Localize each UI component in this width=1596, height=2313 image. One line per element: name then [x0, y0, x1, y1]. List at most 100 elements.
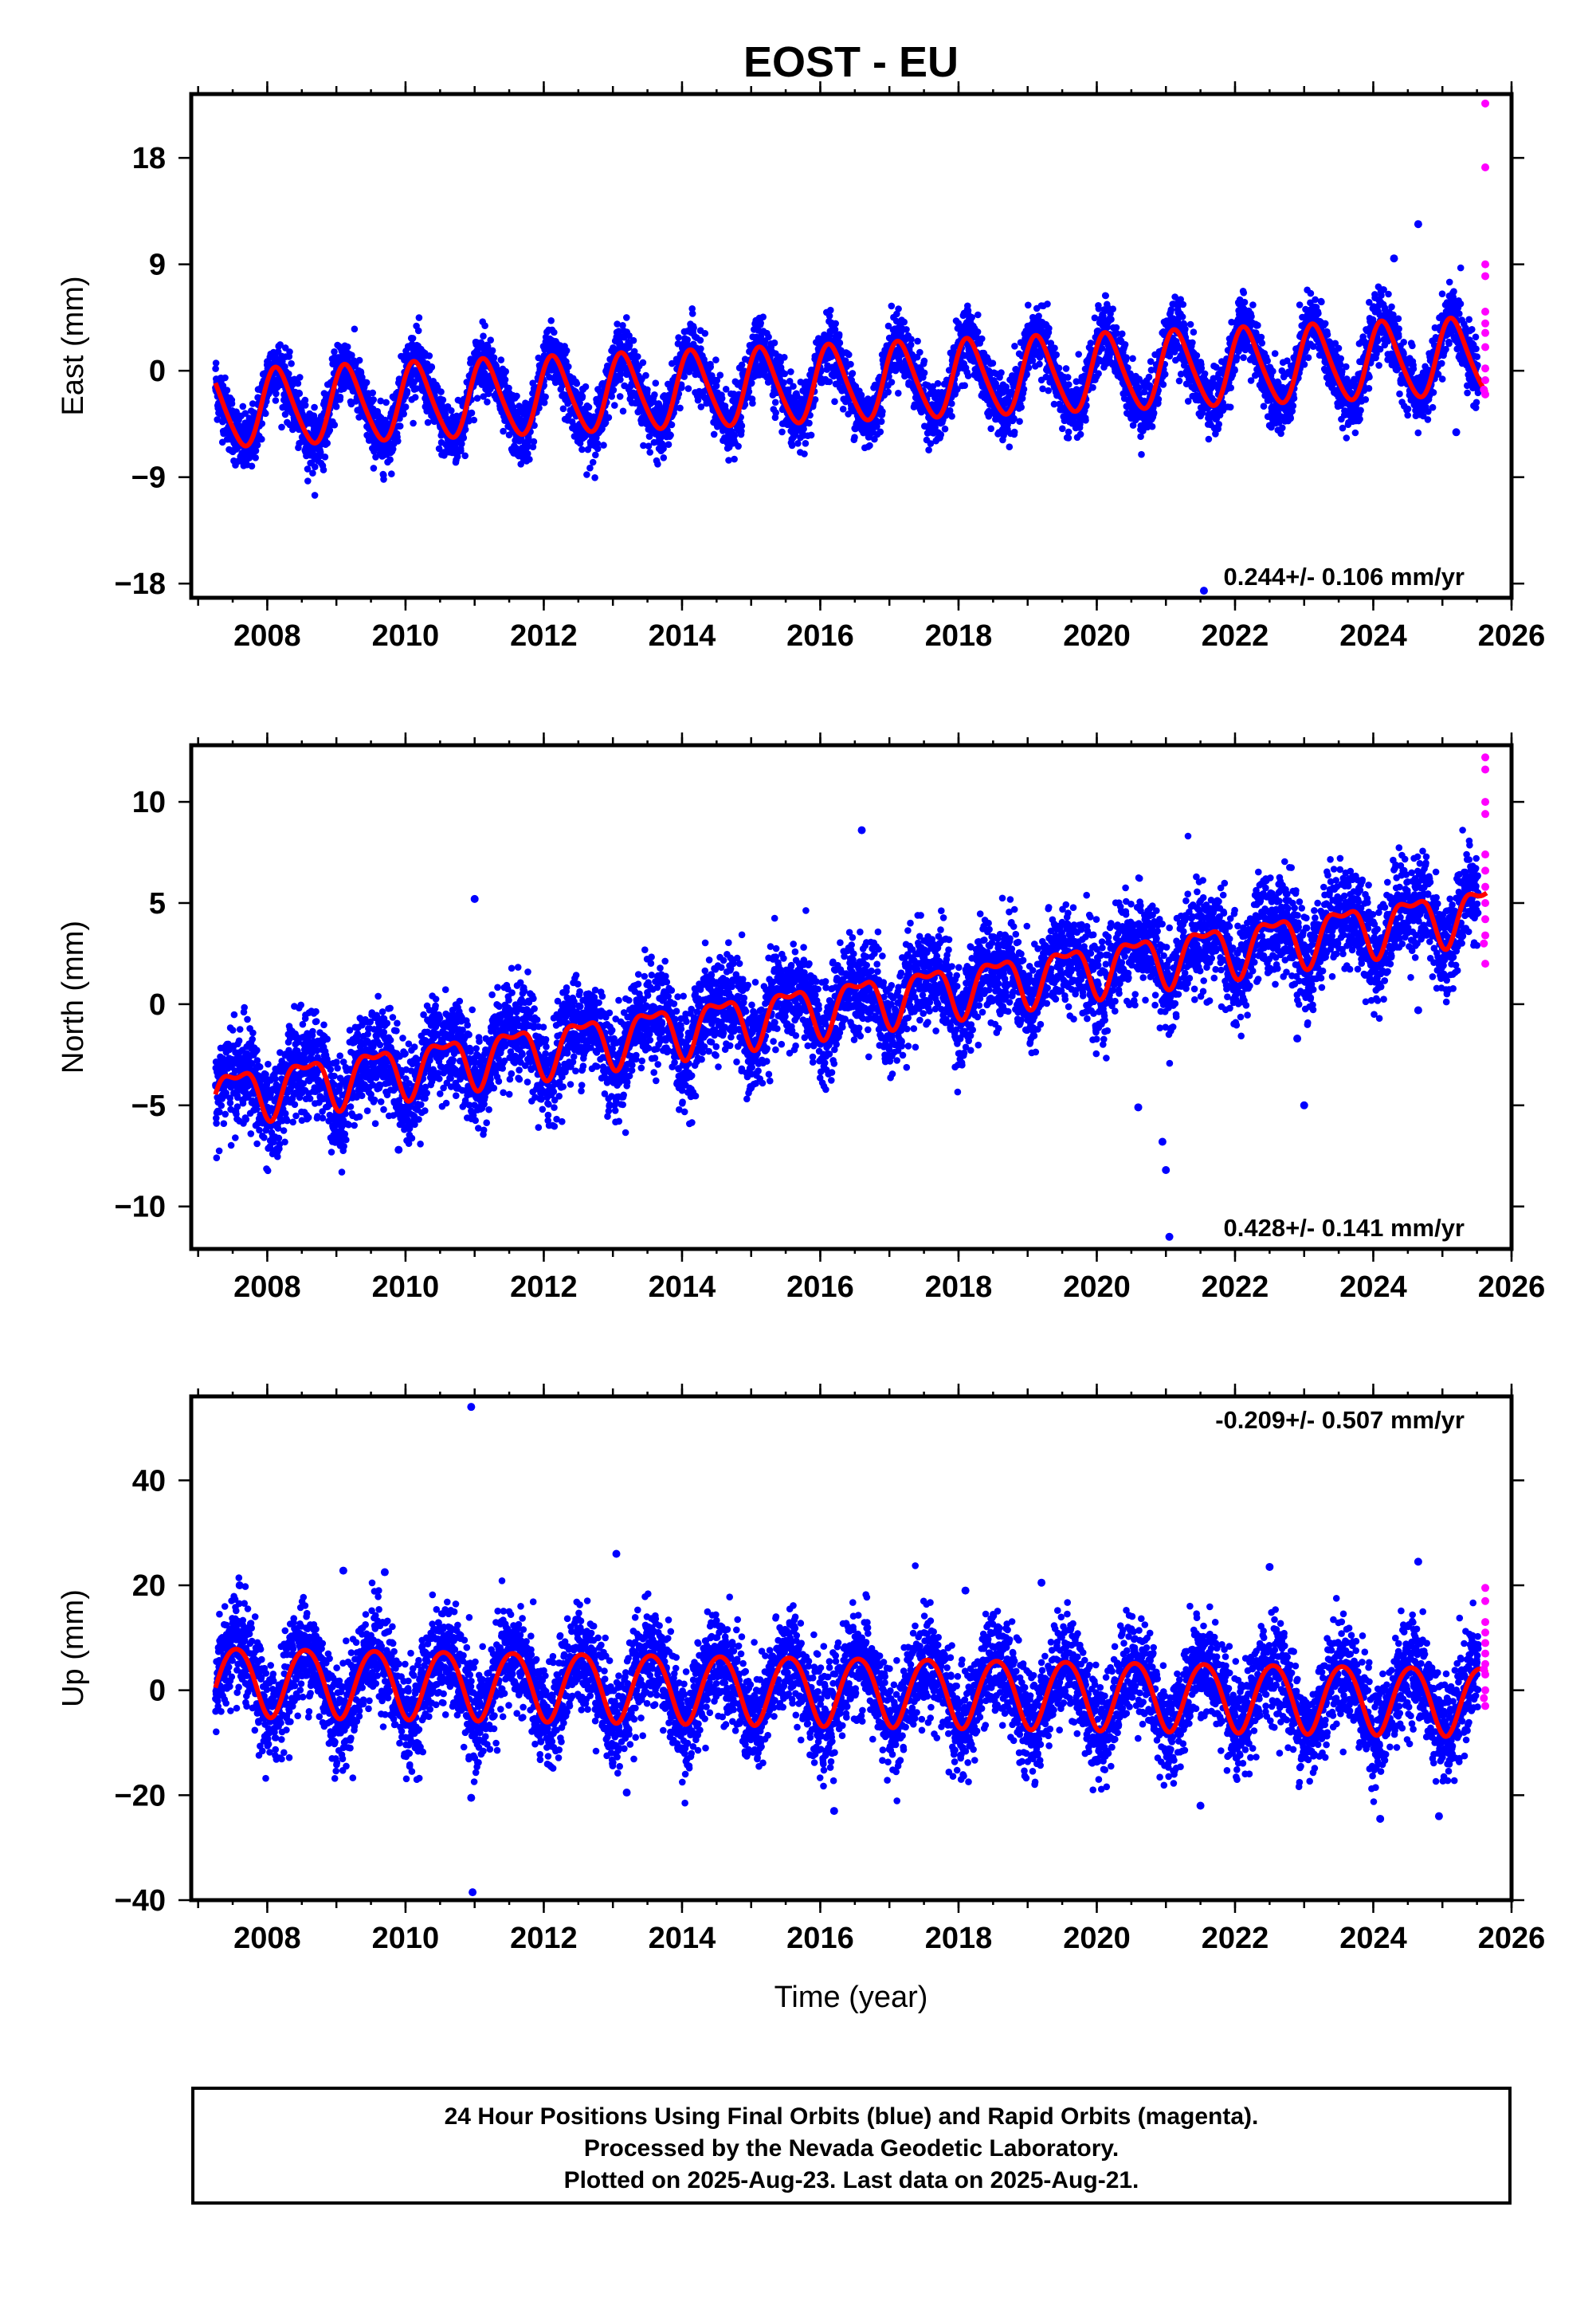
final-orbit-point	[309, 469, 316, 477]
final-orbit-point	[311, 403, 318, 411]
final-orbit-point	[639, 359, 647, 367]
final-orbit-point	[1055, 364, 1063, 372]
final-orbit-point	[348, 351, 355, 359]
final-orbit-point	[771, 339, 778, 347]
final-orbit-point	[807, 431, 815, 439]
final-orbit-point	[252, 447, 260, 454]
final-orbit-point	[765, 333, 772, 341]
final-orbit-point	[605, 414, 613, 422]
final-orbit-point	[731, 455, 738, 463]
final-orbit-point	[253, 442, 261, 449]
final-orbit-point	[592, 451, 599, 459]
final-orbit-point	[480, 332, 487, 340]
final-orbit-point	[710, 430, 718, 438]
final-orbit-point	[787, 368, 794, 375]
final-orbit-point	[219, 382, 227, 390]
final-orbit-point	[690, 324, 697, 332]
final-orbit-point	[1045, 387, 1052, 395]
final-orbit-point	[428, 363, 436, 371]
final-orbit-point	[1123, 354, 1130, 361]
final-orbit-point	[978, 335, 986, 343]
final-orbit-point	[278, 423, 285, 431]
final-orbit-point	[400, 410, 408, 418]
final-orbit-point	[332, 403, 340, 410]
final-orbit-point	[435, 445, 443, 453]
plot-area	[212, 99, 1490, 595]
final-orbit-point	[1148, 422, 1156, 430]
final-orbit-point	[415, 314, 423, 321]
final-orbit-point	[262, 410, 269, 418]
final-orbit-point	[370, 465, 378, 472]
final-orbit-point	[1138, 450, 1145, 458]
final-orbit-point	[439, 396, 447, 404]
final-orbit-point	[294, 379, 302, 387]
final-orbit-point	[578, 446, 586, 454]
final-orbit-point	[895, 305, 902, 312]
final-orbit-point	[788, 442, 796, 450]
final-orbit-point	[288, 359, 295, 367]
final-orbit-point	[301, 396, 309, 404]
final-orbit-point	[948, 400, 955, 407]
final-orbit-point	[484, 399, 491, 406]
final-orbit-point	[989, 359, 997, 367]
final-orbit-point	[1091, 314, 1099, 322]
final-orbit-point	[877, 418, 885, 426]
final-orbit-point	[634, 353, 641, 360]
final-orbit-point	[781, 370, 789, 378]
final-orbit-point	[675, 334, 682, 341]
final-orbit-point	[827, 306, 834, 314]
final-orbit-point	[845, 351, 853, 359]
final-orbit-point	[1087, 340, 1095, 347]
final-orbit-point	[735, 442, 742, 450]
figure-title: EOST - EU	[743, 38, 959, 86]
final-orbit-point	[1109, 305, 1116, 313]
final-orbit-point	[382, 399, 390, 406]
final-orbit-point	[920, 369, 928, 377]
final-orbit-point	[363, 379, 371, 387]
final-orbit-point	[324, 439, 331, 447]
final-orbit-point	[380, 476, 387, 483]
final-orbit-point	[453, 453, 461, 461]
final-orbit-point	[424, 418, 432, 426]
final-orbit-point	[802, 440, 810, 447]
final-orbit-point	[441, 452, 448, 459]
final-orbit-point	[573, 379, 581, 387]
final-orbit-point	[707, 363, 714, 371]
final-orbit-point	[239, 403, 247, 410]
final-orbit-point	[530, 438, 538, 446]
final-orbit-point	[1025, 301, 1032, 309]
final-orbit-point	[321, 454, 329, 461]
final-orbit-point	[652, 379, 660, 387]
final-orbit-point	[974, 328, 982, 336]
final-orbit-point	[413, 385, 421, 392]
final-orbit-point	[876, 428, 884, 436]
final-orbit-point	[559, 405, 567, 413]
final-orbit-point	[565, 363, 572, 371]
final-orbit-point	[351, 325, 359, 333]
final-orbit-point	[214, 416, 222, 423]
final-orbit-point	[388, 470, 395, 477]
final-orbit-point	[396, 422, 404, 430]
final-orbit-point	[286, 348, 293, 355]
final-orbit-point	[526, 456, 533, 463]
final-orbit-point	[402, 403, 410, 410]
final-orbit-point	[473, 395, 481, 403]
final-orbit-point	[772, 409, 779, 417]
final-orbit-points	[212, 220, 1482, 595]
final-orbit-point	[879, 408, 886, 415]
final-orbit-point	[296, 374, 304, 381]
final-orbit-point	[589, 458, 597, 466]
final-orbit-point	[697, 345, 704, 352]
final-orbit-point	[646, 449, 653, 456]
final-orbit-point	[272, 397, 280, 404]
final-orbit-point	[738, 422, 746, 430]
final-orbit-point	[1076, 430, 1084, 438]
final-orbit-point	[542, 393, 549, 401]
final-orbit-point	[866, 442, 873, 450]
final-orbit-point	[241, 410, 249, 417]
final-orbit-point	[249, 400, 257, 407]
final-orbit-point	[832, 320, 839, 328]
final-orbit-point	[716, 371, 724, 379]
final-orbit-point	[801, 450, 808, 457]
